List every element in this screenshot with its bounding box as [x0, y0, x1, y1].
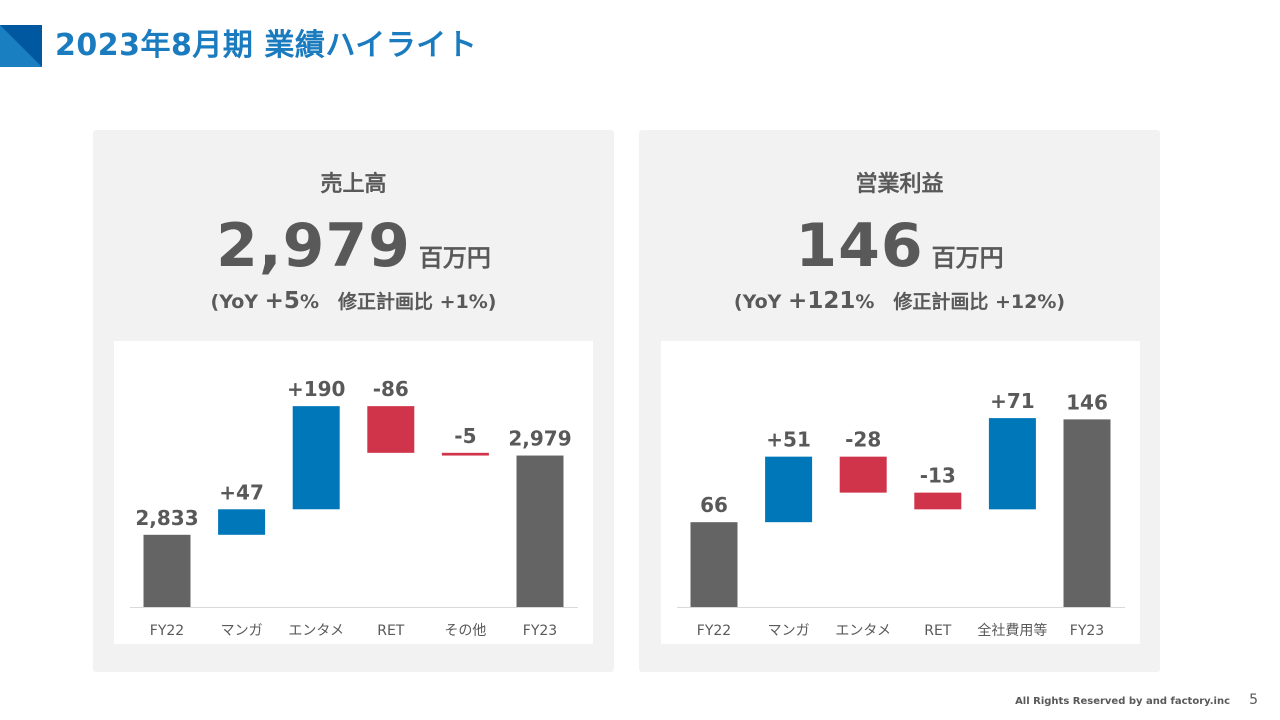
page-title: 2023年8月期 業績ハイライト: [55, 28, 478, 63]
panel-title: 売上高: [320, 172, 387, 197]
data-label: -86: [373, 377, 409, 401]
data-label: 146: [1066, 390, 1108, 414]
sub-rest: % 修正計画比 +1%): [299, 291, 497, 313]
data-label: +47: [219, 480, 264, 504]
category-label: FY22: [697, 623, 731, 639]
logo-mark: [0, 25, 42, 67]
category-label: FY22: [150, 623, 184, 639]
bar-エンタメ: [292, 406, 340, 510]
comparison-text: (YoY +121% 修正計画比 +12%): [639, 286, 1160, 316]
data-label: -28: [845, 428, 881, 452]
bar-その他: [441, 452, 489, 456]
data-label: +190: [287, 377, 346, 401]
value-unit: 百万円: [418, 244, 491, 272]
category-label: FY23: [1070, 623, 1104, 639]
bar-マンガ: [218, 509, 266, 535]
data-label: 2,979: [508, 427, 571, 451]
comparison-text: (YoY +5% 修正計画比 +1%): [93, 286, 614, 316]
category-label: RET: [377, 623, 405, 639]
category-label: マンガ: [221, 623, 263, 639]
bar-全社費用等: [988, 418, 1036, 510]
sub-rest: % 修正計画比 +12%): [855, 291, 1066, 313]
page-number: 5: [1249, 692, 1258, 708]
chart-svg: 66 FY22 +51 マンガ -28 エンタメ -13 RET +71 全社費用等 146 FY23: [677, 389, 1125, 639]
yoy-value: +121: [788, 288, 856, 314]
chart-svg: 2,833 FY22 +47 マンガ +190 エンタメ -86 RET -5 その他 2,979 F…: [130, 377, 578, 639]
value-number: 2,979: [216, 211, 411, 281]
category-label: FY23: [523, 623, 557, 639]
value-number: 146: [795, 211, 924, 281]
sub-open: (YoY: [210, 291, 265, 313]
bar-マンガ: [765, 456, 813, 523]
data-label: +51: [766, 428, 811, 452]
category-label: その他: [444, 623, 486, 639]
bar-FY22: [690, 522, 738, 607]
bar-FY23: [1063, 419, 1111, 607]
sub-open: (YoY: [733, 291, 789, 313]
data-label: -5: [454, 424, 476, 448]
bar-FY23: [516, 455, 564, 607]
panel-title: 営業利益: [855, 172, 944, 197]
headline-value: 2,979 百万円: [93, 210, 614, 282]
data-label: -13: [920, 464, 956, 488]
operating-profit-panel: 営業利益 146 百万円 (YoY +121% 修正計画比 +12%) 66 FY2…: [639, 130, 1160, 672]
bar-FY22: [143, 534, 191, 607]
category-label: マンガ: [768, 623, 810, 639]
sales-panel: 売上高 2,979 百万円 (YoY +5% 修正計画比 +1%) 2,833 FY…: [93, 130, 614, 672]
bar-エンタメ: [839, 456, 887, 493]
data-label: +71: [990, 389, 1035, 413]
category-label: 全社費用等: [977, 622, 1047, 639]
category-label: エンタメ: [835, 623, 891, 639]
copyright: All Rights Reserved by and factory.inc: [1015, 696, 1230, 707]
data-label: 66: [700, 493, 728, 517]
sales-waterfall-chart: 2,833 FY22 +47 マンガ +190 エンタメ -86 RET -5 その他 2,979 F…: [114, 341, 593, 644]
category-label: エンタメ: [288, 623, 344, 639]
bar-RET: [367, 406, 415, 453]
bar-RET: [914, 492, 962, 510]
operating-profit-waterfall-chart: 66 FY22 +51 マンガ -28 エンタメ -13 RET +71 全社費用等 146 FY23: [661, 341, 1140, 644]
value-unit: 百万円: [931, 244, 1004, 272]
yoy-value: +5: [264, 288, 300, 314]
data-label: 2,833: [135, 506, 198, 530]
category-label: RET: [924, 623, 952, 639]
headline-value: 146 百万円: [639, 210, 1160, 282]
